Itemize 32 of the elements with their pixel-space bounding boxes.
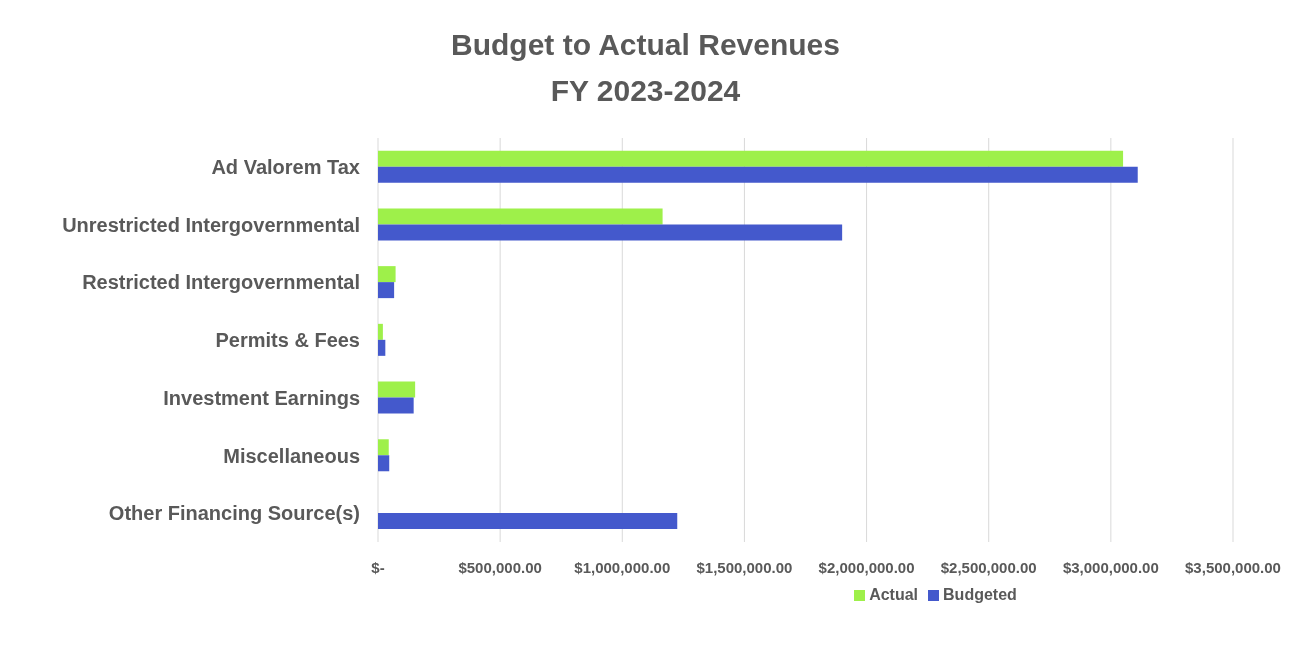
y-tick-label: Miscellaneous [223,444,360,467]
y-tick-label: Ad Valorem Tax [211,155,360,178]
legend-label: Budgeted [943,586,1017,603]
x-tick-label: $500,000.00 [458,558,542,576]
bar [378,455,390,472]
bar [378,397,414,414]
bar [378,224,843,241]
y-tick-label: Other Financing Source(s) [108,502,360,525]
bar [378,208,663,225]
bar [378,381,416,398]
bar [378,150,1124,167]
y-tick-label: Unrestricted Intergovernmental [62,213,360,236]
y-tick-label: Investment Earnings [163,386,360,409]
x-tick-label: $1,000,000.00 [574,558,671,576]
bar [378,166,1138,183]
bar [378,323,383,340]
x-tick-label: $3,500,000.00 [1185,558,1281,576]
bar [378,266,396,283]
bar [378,282,395,299]
chart-subtitle: FY 2023-2024 [549,73,742,109]
x-tick-label: $1,500,000.00 [696,558,793,576]
x-tick-label: $2,500,000.00 [940,558,1037,576]
x-tick-label: $2,000,000.00 [818,558,915,576]
bar [378,439,389,456]
chart-title: Budget to Actual Revenues [450,27,841,63]
bar [378,339,386,356]
legend-label: Actual [869,586,919,603]
y-tick-label: Restricted Intergovernmental [82,271,360,294]
y-tick-label: Permits & Fees [215,329,360,352]
bar [378,512,678,529]
x-tick-label: $- [371,558,385,576]
x-tick-label: $3,000,000.00 [1062,558,1159,576]
